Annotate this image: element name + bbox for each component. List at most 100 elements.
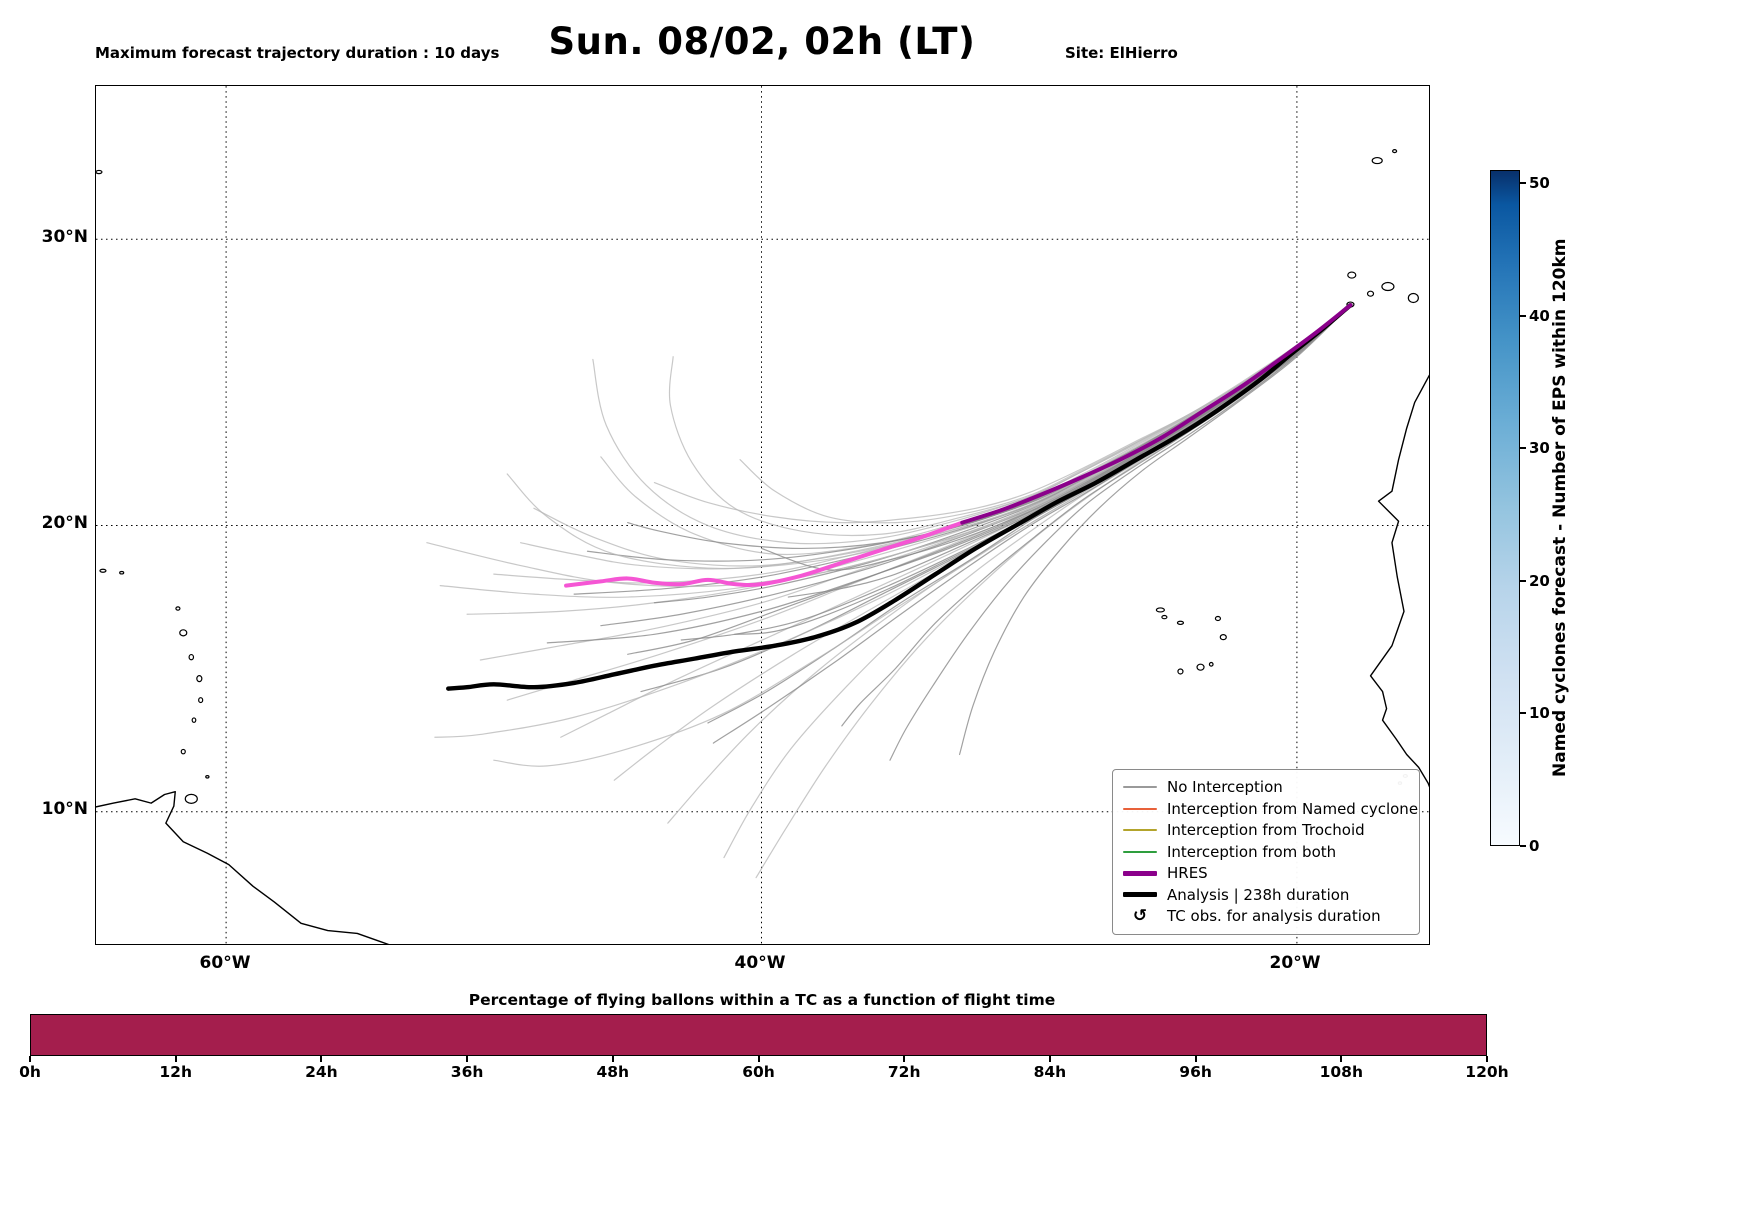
eps-trajectory	[592, 304, 1352, 545]
island-st-vincent	[191, 717, 197, 723]
island-antigua	[175, 606, 181, 611]
legend-entry: Interception from Trochoid	[1123, 820, 1409, 842]
eps-trajectory	[493, 304, 1352, 584]
island-santo-antao	[1155, 607, 1165, 613]
eps-trajectory	[680, 304, 1352, 641]
colorbar-tickmark	[1520, 845, 1526, 847]
trajectory-map-canvas	[96, 86, 1429, 944]
legend-label: Interception from Named cyclone	[1167, 799, 1419, 818]
island-la-palma	[1347, 271, 1357, 279]
colorbar	[1490, 170, 1520, 846]
island-boa-vista	[1219, 634, 1227, 641]
island-fogo	[1177, 668, 1184, 675]
island-sal	[1214, 615, 1222, 622]
colorbar-ticklabel: 20	[1529, 571, 1550, 590]
legend-entry: No Interception	[1123, 777, 1409, 799]
eps-trajectory	[627, 304, 1352, 550]
flight-time-ticklabel: 108h	[1319, 1063, 1363, 1081]
legend-label: Analysis | 238h duration	[1167, 885, 1350, 904]
legend-line-swatch	[1123, 892, 1157, 898]
eps-trajectory	[653, 304, 1352, 524]
coastline-south-america-coast	[96, 791, 390, 944]
colorbar-tickmark	[1520, 182, 1526, 185]
island-sao-nicolau	[1176, 620, 1185, 626]
flight-time-ticklabel: 60h	[742, 1063, 775, 1081]
island-grenada	[180, 748, 186, 755]
legend-label: Interception from both	[1167, 842, 1337, 861]
eps-trajectory	[627, 304, 1352, 655]
legend-line-swatch	[1123, 829, 1157, 832]
island-sao-vicente	[1161, 614, 1168, 620]
island-tobago	[205, 775, 210, 779]
analysis-trajectory	[446, 302, 1353, 691]
island-la-gomera	[1366, 290, 1375, 297]
island-trinidad	[184, 793, 198, 804]
flight-time-ticklabel: 120h	[1465, 1063, 1509, 1081]
legend-label: HRES	[1167, 864, 1208, 883]
eps-trajectory	[439, 304, 1352, 598]
eps-trajectory	[889, 304, 1352, 761]
flight-time-bar	[30, 1014, 1487, 1056]
island-bermuda	[96, 169, 103, 175]
xtick-label: 40°W	[734, 953, 786, 973]
eps-trajectory	[760, 304, 1352, 571]
flight-time-tickmark	[1194, 1056, 1197, 1062]
flight-time-ticklabel: 24h	[305, 1063, 338, 1081]
legend-entry: Analysis | 238h duration	[1123, 884, 1409, 906]
eps-trajectory	[479, 304, 1352, 661]
eps-trajectory	[668, 304, 1352, 536]
site-text: Site: ElHierro	[1065, 44, 1178, 62]
colorbar-label: Named cyclones forecast - Number of EPS …	[1550, 238, 1570, 778]
page-title: Sun. 08/02, 02h (LT)	[548, 20, 976, 63]
max-duration-text: Maximum forecast trajectory duration : 1…	[95, 44, 500, 62]
island-virgin-bank	[99, 568, 107, 573]
legend-label: Interception from Trochoid	[1167, 821, 1365, 840]
island-madeira	[1371, 156, 1383, 165]
flight-time-tickmark	[320, 1056, 323, 1062]
hres-trajectory-east	[960, 303, 1353, 525]
flight-time-ticklabel: 96h	[1179, 1063, 1212, 1081]
island-gran-canaria	[1407, 292, 1419, 304]
eps-trajectory	[466, 304, 1352, 615]
flight-time-ticklabel: 0h	[19, 1063, 41, 1081]
colorbar-ticklabel: 40	[1529, 306, 1550, 325]
xtick-label: 60°W	[199, 953, 251, 973]
colorbar-tickmark	[1520, 447, 1526, 450]
coastline-africa-coast	[1369, 374, 1429, 788]
eps-trajectory	[600, 304, 1352, 627]
eps-trajectory	[712, 304, 1352, 744]
flight-time-tickmark	[757, 1056, 760, 1062]
rotate-ccw-icon: ↺	[1132, 905, 1148, 926]
colorbar-ticklabel: 10	[1529, 704, 1550, 723]
island-st-lucia	[198, 697, 204, 704]
eps-trajectory	[506, 304, 1352, 570]
flight-time-tickmark	[466, 1056, 469, 1062]
eps-trajectory	[506, 304, 1352, 701]
legend-line	[1123, 870, 1157, 876]
island-santiago	[1196, 663, 1205, 671]
legend-line-swatch	[1123, 807, 1157, 810]
legend-line-swatch	[1123, 870, 1157, 876]
legend-entry: HRES	[1123, 863, 1409, 885]
flight-time-ticklabel: 84h	[1033, 1063, 1067, 1081]
colorbar-ticklabel: 0	[1529, 837, 1540, 855]
ytick-label: 10°N	[41, 799, 88, 819]
island-tenerife	[1381, 281, 1395, 292]
legend-line	[1123, 829, 1157, 832]
colorbar-tickmark	[1520, 314, 1526, 317]
island-guadeloupe	[179, 629, 188, 637]
legend-line-swatch	[1123, 850, 1157, 853]
legend-line	[1123, 850, 1157, 853]
eps-trajectory	[958, 304, 1352, 756]
island-maio	[1208, 661, 1214, 667]
island-porto-santo	[1392, 149, 1398, 154]
xtick-label: 20°W	[1269, 953, 1321, 973]
hres-trajectory-west	[564, 520, 965, 588]
eps-trajectory	[434, 304, 1352, 738]
legend-line	[1123, 892, 1157, 898]
colorbar-tickmark	[1520, 712, 1526, 715]
colorbar-ticklabel: 30	[1529, 439, 1550, 458]
ytick-label: 30°N	[41, 227, 88, 247]
flight-time-ticklabel: 36h	[450, 1063, 484, 1081]
trajectory-map: No Interception Interception from Named c…	[95, 85, 1430, 945]
